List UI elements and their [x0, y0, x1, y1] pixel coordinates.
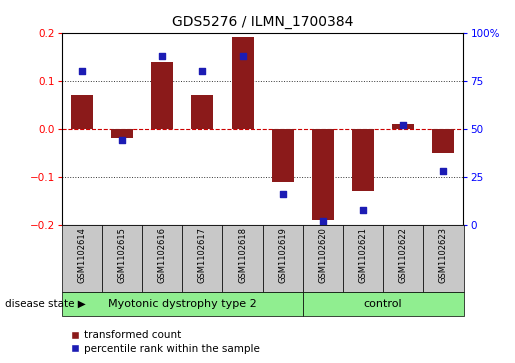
- Bar: [352, 129, 374, 191]
- Text: GSM1102618: GSM1102618: [238, 227, 247, 283]
- Bar: [312, 129, 334, 220]
- Bar: [423, 225, 464, 292]
- Point: [198, 68, 207, 74]
- Point: [158, 53, 166, 59]
- Bar: [192, 95, 213, 129]
- Point: [238, 53, 247, 59]
- Bar: [433, 129, 454, 153]
- Point: [439, 168, 448, 174]
- Bar: [343, 225, 383, 292]
- Bar: [142, 225, 182, 292]
- Bar: [151, 61, 173, 129]
- Bar: [303, 292, 464, 316]
- Bar: [263, 225, 303, 292]
- Text: Myotonic dystrophy type 2: Myotonic dystrophy type 2: [108, 299, 256, 309]
- Bar: [62, 292, 303, 316]
- Text: GSM1102617: GSM1102617: [198, 227, 207, 283]
- Bar: [222, 225, 263, 292]
- Bar: [392, 124, 414, 129]
- Text: GSM1102616: GSM1102616: [158, 227, 167, 283]
- Text: GSM1102614: GSM1102614: [77, 227, 87, 283]
- Text: GSM1102620: GSM1102620: [318, 227, 328, 283]
- Text: GSM1102619: GSM1102619: [278, 227, 287, 283]
- Text: GSM1102623: GSM1102623: [439, 227, 448, 283]
- Bar: [303, 225, 343, 292]
- Bar: [232, 37, 253, 129]
- Point: [118, 138, 126, 143]
- Point: [359, 207, 367, 213]
- Bar: [272, 129, 294, 182]
- Bar: [383, 225, 423, 292]
- Text: GSM1102615: GSM1102615: [117, 227, 127, 283]
- Bar: [102, 225, 142, 292]
- Text: control: control: [364, 299, 403, 309]
- Bar: [182, 225, 222, 292]
- Legend: transformed count, percentile rank within the sample: transformed count, percentile rank withi…: [67, 326, 264, 358]
- Point: [399, 122, 407, 128]
- Point: [78, 68, 86, 74]
- Point: [279, 191, 287, 197]
- Title: GDS5276 / ILMN_1700384: GDS5276 / ILMN_1700384: [172, 15, 353, 29]
- Bar: [62, 225, 102, 292]
- Bar: [71, 95, 93, 129]
- Point: [319, 218, 327, 224]
- Text: GSM1102621: GSM1102621: [358, 227, 368, 283]
- Bar: [111, 129, 133, 138]
- Text: GSM1102622: GSM1102622: [399, 227, 408, 283]
- Text: disease state ▶: disease state ▶: [5, 299, 86, 309]
